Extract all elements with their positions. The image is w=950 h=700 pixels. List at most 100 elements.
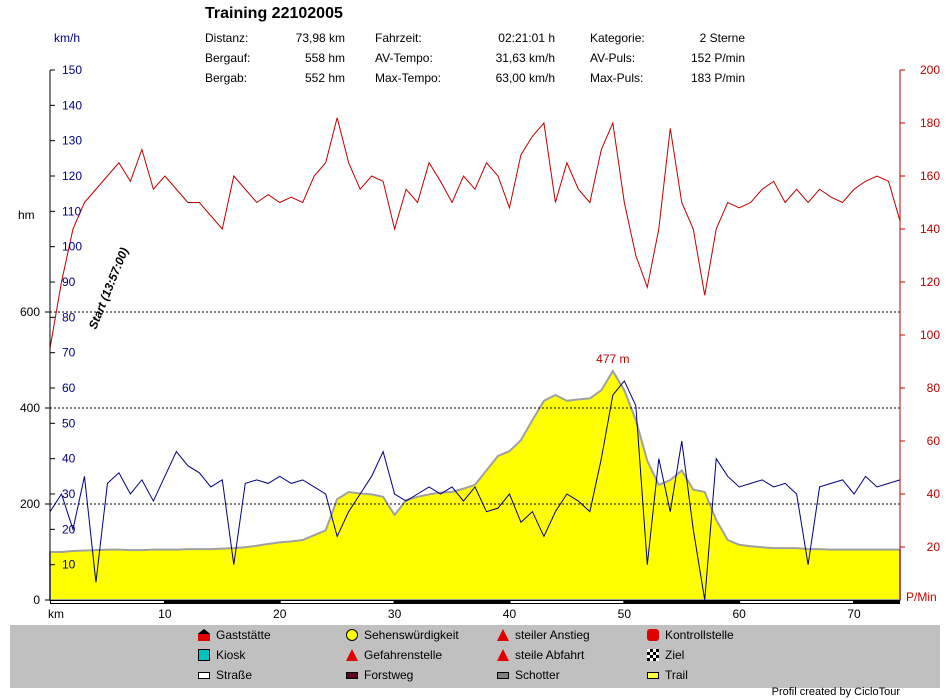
restaurant-icon: [198, 629, 210, 641]
x-tick-label: 30: [388, 607, 402, 621]
pulse-tick-label: 20: [927, 540, 941, 554]
peak-annotation: 477 m: [596, 352, 629, 366]
legend-item: Sehenswürdigkeit: [346, 628, 459, 642]
steep-descent-icon: [497, 649, 509, 661]
legend-label: Forstweg: [364, 668, 414, 682]
legend-item: Straße: [198, 668, 252, 682]
legend-label: Sehenswürdigkeit: [364, 628, 459, 642]
stat-label: Bergauf:: [205, 51, 251, 65]
legend-item: Schotter: [497, 668, 560, 682]
stop-sign-icon: [647, 629, 659, 641]
legend-label: Trail: [665, 668, 688, 682]
speed-tick-label: 80: [62, 310, 76, 324]
legend-item: Gaststätte: [198, 628, 271, 642]
speed-tick-label: 30: [62, 487, 76, 501]
speed-tick-label: 100: [62, 240, 82, 254]
stat-value: 31,63 km/h: [495, 51, 555, 65]
legend-item: Trail: [647, 668, 688, 682]
speed-tick-label: 20: [62, 522, 76, 536]
x-tick-label: 20: [273, 607, 287, 621]
pulse-axis-label: P/Min: [906, 590, 937, 604]
x-tick-label: 70: [847, 607, 861, 621]
speed-tick-label: 10: [62, 558, 76, 572]
stat-value: 152 P/min: [690, 51, 745, 65]
pulse-tick-label: 40: [927, 487, 941, 501]
speed-tick-label: 70: [62, 346, 76, 360]
stat-value: 2 Sterne: [699, 31, 745, 45]
speed-tick-label: 120: [62, 169, 82, 183]
stat-value: 552 hm: [304, 71, 345, 85]
legend-label: steile Abfahrt: [515, 648, 585, 662]
legend-item: steile Abfahrt: [497, 648, 584, 662]
x-tick-label: 50: [618, 607, 632, 621]
forest-path-swatch-icon: [346, 671, 358, 679]
x-tick-label: 60: [733, 607, 747, 621]
legend-label: Kontrollstelle: [665, 628, 734, 642]
speed-tick-label: 130: [62, 134, 82, 148]
stat-value: 183 P/min: [690, 71, 745, 85]
pulse-tick-label: 60: [927, 434, 941, 448]
legend-item: Gefahrenstelle: [346, 648, 442, 662]
chart-title: Training 22102005: [205, 5, 343, 22]
x-tick-label: 10: [158, 607, 172, 621]
pulse-tick-label: 160: [920, 169, 940, 183]
stat-label: Bergab:: [205, 71, 248, 85]
speed-tick-label: 60: [62, 381, 76, 395]
x-axis-label: km: [48, 607, 64, 621]
legend-label: steiler Anstieg: [515, 628, 590, 642]
pulse-tick-label: 80: [927, 381, 941, 395]
stat-label: AV-Puls:: [590, 51, 636, 65]
pulse-tick-label: 180: [920, 116, 940, 130]
stat-value: 63,00 km/h: [495, 71, 555, 85]
stat-label: Distanz:: [205, 31, 249, 45]
elevation-tick-label: 600: [20, 305, 40, 319]
steep-climb-icon: [497, 629, 509, 641]
smiley-icon: [346, 629, 358, 641]
finish-flag-icon: [647, 649, 659, 661]
speed-tick-label: 90: [62, 275, 76, 289]
legend-item: Kontrollstelle: [647, 628, 734, 642]
pulse-tick-label: 200: [920, 63, 940, 77]
stat-value: 558 hm: [304, 51, 345, 65]
speed-tick-label: 40: [62, 452, 76, 466]
elevation-area: [49, 369, 901, 601]
stat-label: Kategorie:: [590, 31, 645, 45]
speed-tick-label: 140: [62, 98, 82, 112]
road-swatch-icon: [198, 671, 210, 679]
legend-label: Kiosk: [216, 648, 246, 662]
legend-item: Kiosk: [198, 648, 245, 662]
start-annotation: Start (13:57:00): [86, 245, 131, 331]
stat-label: AV-Tempo:: [375, 51, 433, 65]
speed-tick-label: 110: [62, 204, 81, 218]
legend-label: Ziel: [665, 648, 685, 662]
legend-item: Ziel: [647, 648, 684, 662]
pulse-tick-label: 140: [920, 222, 940, 236]
scale-bar-segment: [280, 601, 394, 603]
elevation-tick-label: 0: [33, 593, 40, 607]
x-tick-label: 40: [503, 607, 517, 621]
pulse-line: [49, 117, 901, 349]
scale-bar-segment: [510, 601, 624, 603]
stat-label: Fahrzeit:: [375, 31, 422, 45]
legend-label: Gaststätte: [216, 628, 271, 642]
legend-label: Schotter: [515, 668, 560, 682]
speed-tick-label: 150: [62, 63, 82, 77]
elevation-axis-label: hm: [18, 208, 35, 222]
legend-item: Forstweg: [346, 668, 413, 682]
trail-swatch-icon: [647, 671, 659, 679]
stat-label: Max-Puls:: [590, 71, 644, 85]
stat-value: 02:21:01 h: [498, 31, 555, 45]
legend-label: Gefahrenstelle: [364, 648, 443, 662]
legend-item: steiler Anstieg: [497, 628, 590, 642]
danger-icon: [346, 649, 358, 661]
elevation-tick-label: 400: [20, 401, 40, 415]
credit-text: Profil created by CicloTour: [771, 686, 900, 698]
speed-line: [49, 379, 901, 601]
pulse-tick-label: 120: [920, 275, 940, 289]
distance-scale-bar: [50, 600, 900, 604]
stat-value: 73,98 km: [295, 31, 345, 45]
legend: Gaststätte Sehenswürdigkeit steiler Anstie…: [10, 625, 940, 688]
kiosk-icon: [198, 649, 210, 661]
